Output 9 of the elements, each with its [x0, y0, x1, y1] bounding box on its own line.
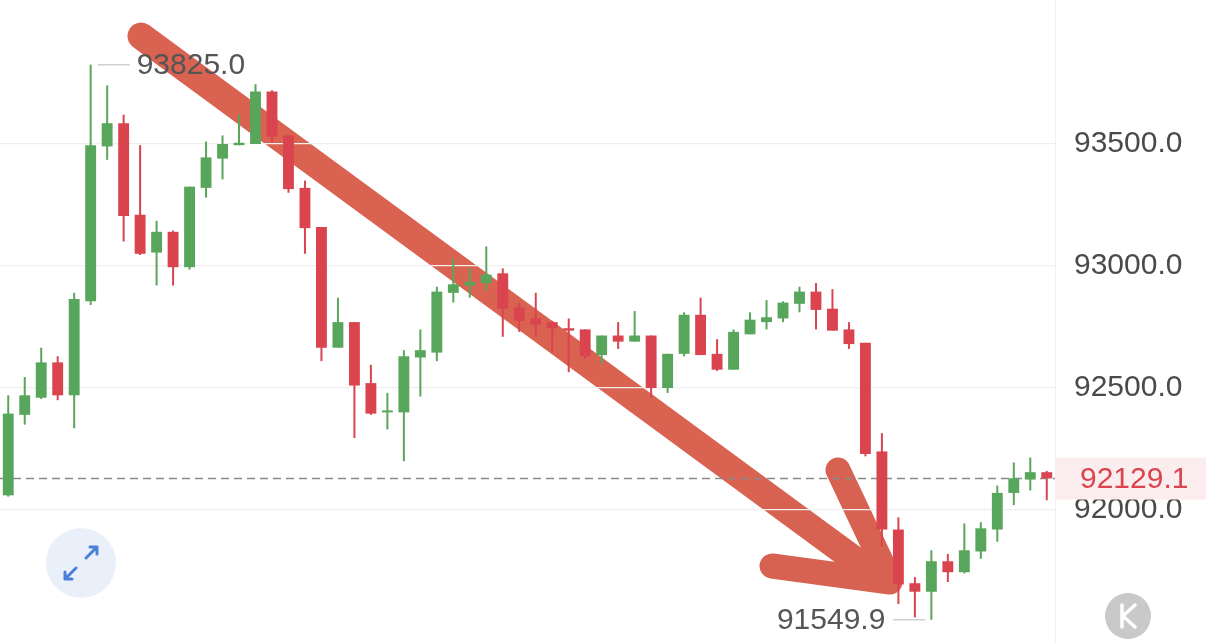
candlestick [381, 392, 393, 430]
candlestick [563, 318, 575, 373]
y-tick-label: 92500.0 [1074, 369, 1183, 403]
annotation: 91549.9 [776, 602, 886, 636]
y-tick-label: 93000.0 [1074, 247, 1183, 281]
candlestick [414, 329, 426, 397]
ref-line-label: 92129.1 [1080, 460, 1189, 494]
y-tick-label: 93500.0 [1074, 125, 1183, 159]
y-tick-label: 92000.0 [1074, 491, 1183, 525]
